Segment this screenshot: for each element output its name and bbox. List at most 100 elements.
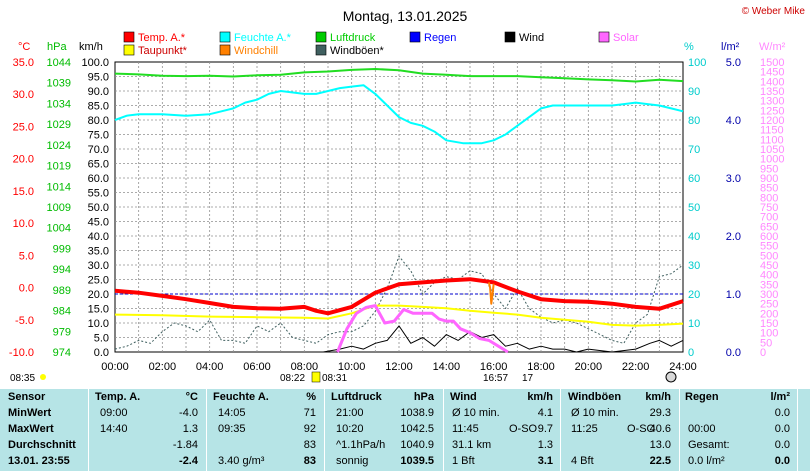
sun-icon (40, 374, 46, 380)
x-tick-label: 24:00 (669, 361, 697, 373)
legend-swatch (219, 44, 231, 56)
chart-series (114, 68, 684, 354)
axis-tick-label-humidity: 30 (688, 260, 700, 272)
axis-tick-label-temp: -5.0 (15, 315, 34, 327)
gust-value: 29.3 (649, 407, 671, 419)
marker-time: 17 (522, 373, 534, 384)
axis-tick-label-pressure: 1009 (47, 202, 71, 214)
axis-tick-label-solar: 50 (760, 337, 772, 349)
axis-tick-label-solar: 900 (760, 173, 778, 185)
x-tick-label: 06:00 (243, 361, 271, 373)
rain-value: 0.0 (774, 455, 790, 467)
column-separator (88, 389, 89, 471)
wind-value: 9.7 (537, 423, 553, 435)
axis-tick-label-solar: 650 (760, 221, 778, 233)
axis-tick-label-solar: 250 (760, 299, 778, 311)
column-separator (324, 389, 325, 471)
wind-direction: O-SO (509, 423, 538, 435)
axis-tick-label-pressure: 1014 (47, 181, 71, 193)
header-pressure-unit: hPa (413, 391, 434, 403)
x-tick-label: 00:00 (101, 361, 129, 373)
row-label: MinWert (8, 407, 52, 419)
temp-value: -1.84 (172, 439, 198, 451)
gust-value: 40.6 (649, 423, 671, 435)
axis-tick-label-solar: 1450 (760, 67, 784, 79)
wind-value: 1.3 (537, 439, 553, 451)
temp-value: 1.3 (182, 423, 198, 435)
weather-chart: 35.0 30.0 25.0 20.0 15.0 10.0 5.0 0.0 -5.0 -10.0 1… (8, 6, 806, 384)
legend-label: Feuchte A.* (234, 32, 292, 44)
humidity-time: 3.40 g/m³ (218, 455, 265, 467)
temp-time: 14:40 (100, 423, 128, 435)
credit-text: © Weber Mike (742, 6, 806, 17)
axis-tick-label-wind: 35.0 (88, 246, 109, 258)
axis-tick-label-solar: 750 (760, 202, 778, 214)
column-separator (679, 389, 680, 471)
series-feuchte (114, 84, 684, 145)
axis-tick-label-temp: 35.0 (13, 57, 34, 69)
axis-tick-label-pressure: 1029 (47, 119, 71, 131)
header-temp: Temp. A. (95, 391, 141, 403)
axis-tick-label-solar: 1250 (760, 105, 784, 117)
legend-label: Windchill (234, 45, 278, 57)
axis-tick-label-wind: 55.0 (88, 188, 109, 200)
axis-tick-label-humidity: 20 (688, 289, 700, 301)
axis-tick-label-pressure: 1024 (47, 140, 71, 152)
pressure-value: 1040.9 (400, 439, 434, 451)
header-humidity: Feuchte A. (213, 391, 269, 403)
axis-tick-label-temp: 0.0 (19, 283, 34, 295)
axis-tick-label-solar: 1150 (760, 125, 784, 137)
legend-swatch (409, 31, 421, 43)
gust-value: 22.5 (649, 455, 671, 467)
axis-unit-solar: W/m² (759, 41, 786, 53)
axis-tick-label-solar: 600 (760, 231, 778, 243)
axis-tick-label-rain: 5.0 (726, 57, 741, 69)
axis-tick-label-temp: 5.0 (19, 250, 34, 262)
row-label: Durchschnitt (8, 439, 76, 451)
axis-tick-label-wind: 100.0 (81, 57, 109, 69)
header-rain-unit: l/m² (770, 391, 790, 403)
axis-tick-label-wind: 90.0 (88, 86, 109, 98)
temp-time: 09:00 (100, 407, 128, 419)
header-rain: Regen (685, 391, 719, 403)
axis-tick-label-humidity: 60 (688, 173, 700, 185)
axis-unit-pressure: hPa (47, 41, 67, 53)
humidity-value: 83 (303, 439, 316, 451)
marker-time: 08:22 (280, 373, 305, 384)
axis-tick-label-temp: 15.0 (13, 186, 34, 198)
marker-time: 08:31 (322, 373, 347, 384)
wind-label: 11:45 (452, 423, 479, 435)
axis-tick-label-solar: 500 (760, 250, 778, 262)
series-temp (114, 277, 684, 316)
axis-tick-label-solar: 0 (760, 347, 766, 359)
gust-label: 11:25 (571, 423, 598, 435)
legend-swatch (504, 31, 516, 43)
axis-tick-label-solar: 400 (760, 270, 778, 282)
axis-tick-label-solar: 350 (760, 279, 778, 291)
axis-tick-label-humidity: 80 (688, 115, 700, 127)
humidity-time: 09:35 (218, 423, 246, 435)
legend-swatch (123, 44, 135, 56)
axis-tick-label-wind: 30.0 (88, 260, 109, 272)
axis-tick-label-pressure: 994 (53, 264, 71, 276)
rain-value: 0.0 (774, 423, 790, 435)
axis-unit-wind: km/h (79, 41, 103, 53)
x-tick-label: 10:00 (338, 361, 366, 373)
temp-value: -4.0 (179, 407, 198, 419)
axis-tick-label-solar: 700 (760, 212, 778, 224)
chart-title: Montag, 13.01.2025 (343, 8, 468, 24)
series-windchill (487, 282, 495, 305)
axis-tick-label-temp: 20.0 (13, 154, 34, 166)
legend-label: Regen (424, 32, 456, 44)
row-label: 13.01. 23:55 (8, 455, 70, 467)
legend-swatch (315, 31, 327, 43)
axis-tick-label-humidity: 40 (688, 231, 700, 243)
axis-tick-label-solar: 1050 (760, 144, 784, 156)
axis-tick-label-solar: 150 (760, 318, 778, 330)
marker-left-time: 08:35 (10, 373, 35, 384)
legend-swatch (598, 31, 610, 43)
axis-tick-label-pressure: 984 (53, 306, 71, 318)
axis-tick-label-pressure: 1039 (47, 78, 71, 90)
axis-tick-label-solar: 1000 (760, 154, 784, 166)
stats-table: Sensor Temp. A. °C Feuchte A.% Luftdruck hPa W… (0, 389, 810, 471)
